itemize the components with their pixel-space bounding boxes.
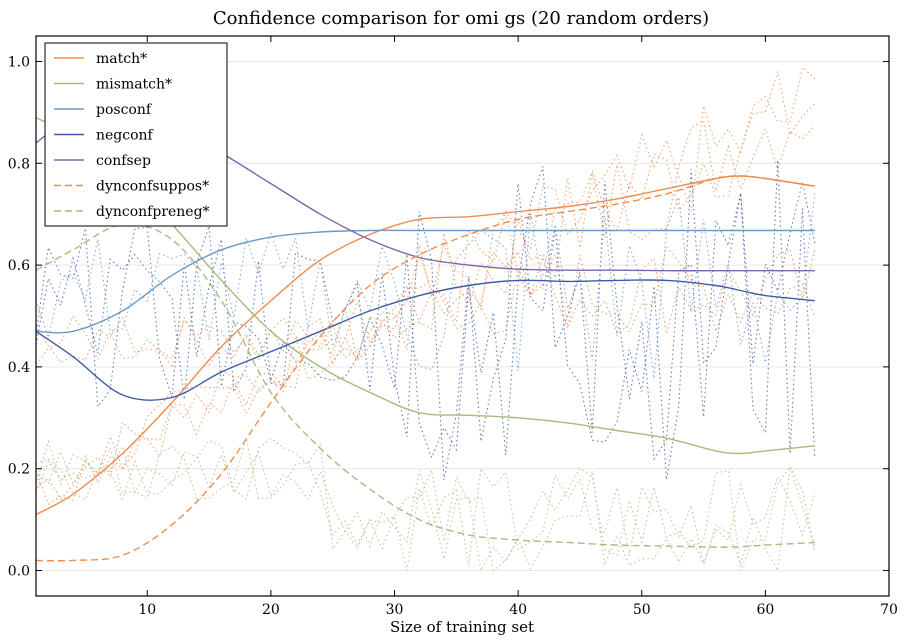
noise-trace-5 xyxy=(35,437,816,573)
y-tick-label-0: 0.0 xyxy=(8,564,30,580)
noise-traces xyxy=(35,66,816,573)
x-axis-label: Size of training set xyxy=(390,618,534,636)
x-tick-label-0: 10 xyxy=(138,602,156,618)
legend-label-3: negconf xyxy=(96,128,155,144)
y-tick-label-1: 0.2 xyxy=(8,462,30,478)
x-tick-label-5: 60 xyxy=(756,602,774,618)
x-tick-label-1: 20 xyxy=(262,602,280,618)
x-tick-label-6: 70 xyxy=(880,602,898,618)
x-tick-label-3: 40 xyxy=(509,602,527,618)
x-tick-label-4: 50 xyxy=(633,602,651,618)
noise-trace-8 xyxy=(35,166,816,461)
noise-trace-10 xyxy=(35,193,816,379)
chart-title: Confidence comparison for omi gs (20 ran… xyxy=(213,8,709,29)
legend: match* mismatch* posconf negconf confsep dync… xyxy=(44,42,228,227)
legend-label-0: match* xyxy=(96,51,147,67)
series-line-dynconfpreneg xyxy=(35,223,815,548)
plot-frame xyxy=(35,35,890,597)
legend-label-4: confsep xyxy=(96,153,151,169)
legend-label-6: dynconfpreneg* xyxy=(96,204,210,220)
y-tick-label-5: 1.0 xyxy=(8,54,30,70)
series-line-match xyxy=(35,175,815,516)
series-line-dynconfsuppos xyxy=(35,175,815,562)
series-line-negconf xyxy=(35,279,815,401)
noise-trace-7 xyxy=(35,438,816,572)
y-axis-ticks: 0.0 0.2 0.4 0.6 0.8 1.0 xyxy=(8,54,889,580)
legend-label-5: dynconfsuppos* xyxy=(96,179,209,195)
noise-trace-2 xyxy=(35,66,816,506)
noise-trace-0 xyxy=(35,71,816,501)
y-tick-label-4: 0.8 xyxy=(8,156,30,172)
x-tick-label-2: 30 xyxy=(386,602,404,618)
noise-trace-3 xyxy=(35,248,816,367)
x-axis-ticks: 10 20 30 40 50 60 70 xyxy=(138,36,898,618)
y-tick-label-3: 0.6 xyxy=(8,258,30,274)
y-tick-label-2: 0.4 xyxy=(8,360,30,376)
legend-label-2: posconf xyxy=(96,102,153,118)
noise-trace-6 xyxy=(35,444,816,573)
series-line-posconf xyxy=(35,229,815,334)
legend-label-1: mismatch* xyxy=(96,77,172,93)
noise-trace-1 xyxy=(35,119,816,493)
